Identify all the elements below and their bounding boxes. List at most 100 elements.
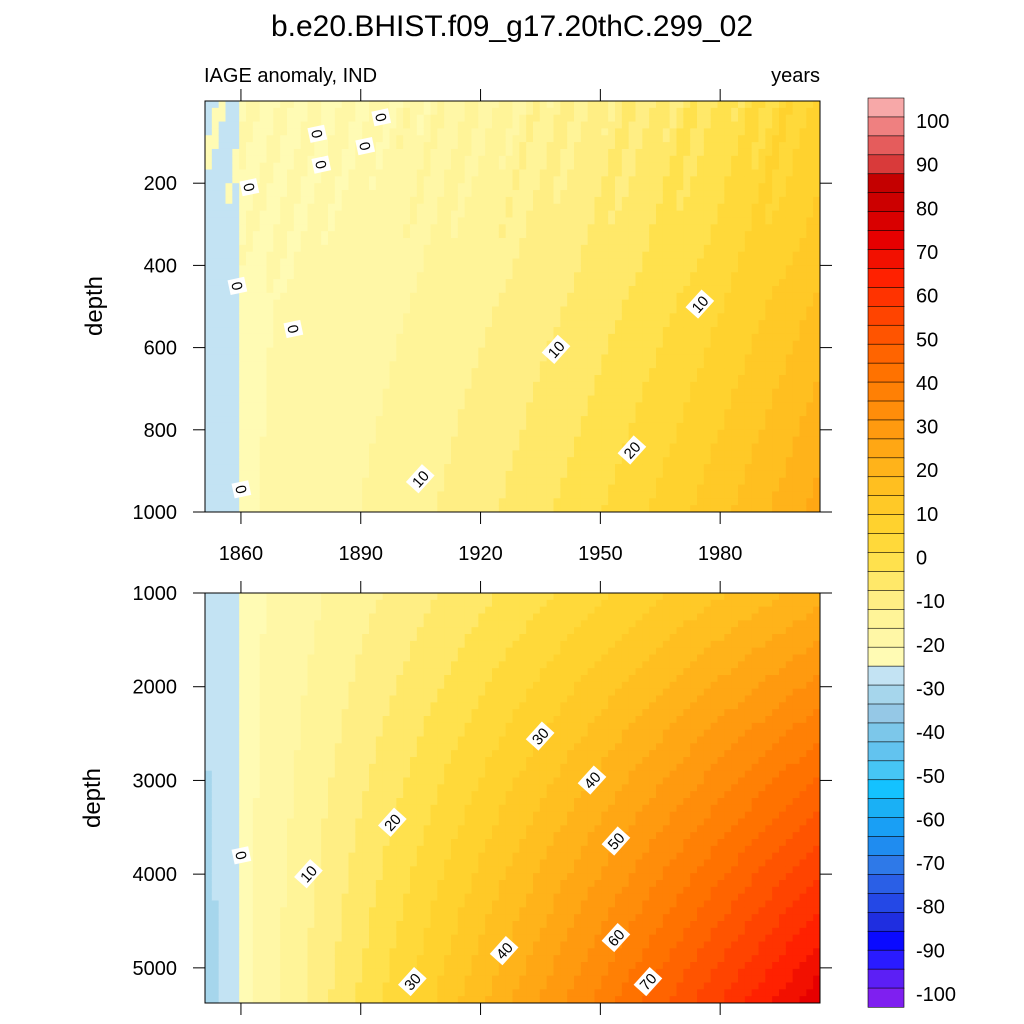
top-field-cell — [403, 416, 411, 424]
top-field-cell — [478, 409, 486, 417]
top-field-cell — [211, 244, 220, 253]
top-field-cell — [519, 251, 527, 260]
top-field-cell — [355, 388, 363, 397]
top-field-cell — [239, 148, 247, 157]
top-field-cell — [676, 169, 684, 177]
top-field-cell — [389, 477, 397, 486]
top-field-cell — [341, 272, 350, 280]
top-field-cell — [580, 416, 589, 424]
top-field-cell — [457, 381, 466, 390]
top-field-cell — [225, 333, 233, 342]
top-field-cell — [717, 457, 725, 465]
top-field-cell — [410, 121, 418, 129]
top-field-cell — [259, 244, 268, 253]
top-field-cell — [553, 388, 561, 397]
top-field-cell — [348, 409, 356, 417]
top-field-cell — [321, 244, 329, 253]
top-field-cell — [601, 436, 609, 445]
top-field-cell — [587, 107, 596, 116]
top-field-cell — [608, 375, 616, 383]
top-field-cell — [608, 251, 616, 260]
top-field-cell — [478, 107, 486, 116]
top-field-cell — [608, 238, 616, 246]
top-field-cell — [410, 320, 418, 328]
top-field-cell — [621, 272, 630, 280]
top-field-cell — [539, 176, 548, 184]
top-field-cell — [437, 114, 445, 123]
top-field-cell — [252, 162, 261, 171]
top-field-cell — [492, 484, 500, 493]
top-field-cell — [280, 210, 288, 219]
top-field-cell — [676, 196, 684, 205]
top-field-cell — [587, 416, 596, 424]
top-field-cell — [478, 354, 486, 362]
top-field-cell — [307, 169, 315, 177]
top-field-cell — [444, 402, 452, 410]
top-field-cell — [498, 320, 507, 328]
top-field-cell — [464, 443, 473, 451]
top-field-cell — [703, 142, 712, 150]
top-field-cell — [669, 292, 678, 301]
top-field-cell — [471, 244, 479, 253]
top-field-cell — [710, 388, 719, 397]
top-field-cell — [293, 361, 302, 369]
top-field-cell — [464, 388, 473, 397]
top-field-cell — [321, 347, 329, 356]
top-field-cell — [635, 190, 643, 198]
top-field-cell — [321, 285, 329, 294]
top-field-cell — [225, 244, 233, 253]
top-field-cell — [580, 381, 589, 390]
top-field-cell — [252, 347, 261, 356]
top-field-cell — [430, 306, 438, 314]
top-field-cell — [512, 395, 520, 403]
top-field-cell — [492, 381, 500, 390]
top-field-cell — [615, 190, 623, 198]
top-field-cell — [362, 409, 370, 417]
top-field-cell — [662, 265, 671, 273]
top-field-cell — [266, 244, 274, 253]
top-field-cell — [628, 491, 637, 499]
top-field-cell — [676, 409, 684, 417]
top-field-cell — [608, 114, 616, 123]
top-field-cell — [710, 244, 719, 253]
top-field-cell — [662, 333, 671, 342]
top-field-cell — [389, 375, 397, 383]
top-field-cell — [492, 422, 500, 431]
top-field-cell — [225, 491, 233, 499]
top-field-cell — [751, 306, 760, 314]
top-field-cell — [328, 217, 336, 225]
top-field-cell — [300, 388, 309, 397]
top-field-cell — [334, 395, 343, 403]
top-field-cell — [587, 169, 596, 177]
top-field-cell — [410, 375, 418, 383]
top-field-cell — [758, 265, 766, 273]
top-field-cell — [314, 299, 322, 308]
top-field-cell — [642, 450, 650, 458]
top-field-cell — [642, 505, 650, 512]
top-field-cell — [731, 121, 739, 129]
top-field-cell — [410, 231, 418, 239]
top-field-cell — [690, 457, 698, 465]
top-field-cell — [246, 327, 254, 335]
top-field-cell — [553, 196, 561, 205]
top-field-cell — [300, 395, 309, 403]
top-field-cell — [587, 354, 596, 362]
top-field-cell — [533, 450, 541, 458]
top-field-cell — [690, 484, 698, 493]
top-field-cell — [321, 148, 329, 157]
top-field-cell — [683, 210, 691, 219]
top-field-cell — [765, 422, 773, 431]
top-field-cell — [293, 183, 302, 191]
top-field-cell — [355, 313, 363, 321]
top-field-cell — [444, 244, 452, 253]
top-field-cell — [608, 422, 616, 431]
top-field-cell — [608, 381, 616, 390]
top-field-cell — [287, 292, 295, 301]
top-field-cell — [232, 450, 240, 458]
top-field-cell — [635, 381, 643, 390]
top-field-cell — [690, 101, 698, 109]
top-field-cell — [321, 333, 329, 342]
top-field-cell — [765, 505, 773, 512]
top-field-cell — [772, 162, 780, 171]
top-field-cell — [662, 176, 671, 184]
